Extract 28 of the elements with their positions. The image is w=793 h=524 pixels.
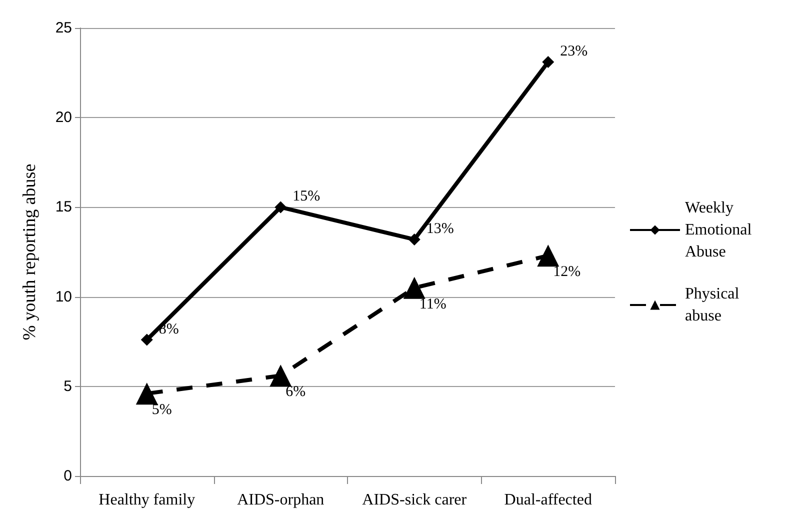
legend-label: Physical abuse [685, 286, 744, 324]
data-label: 11% [419, 296, 446, 312]
y-axis-title: % youth reporting abuse [19, 164, 39, 340]
legend-label: Weekly Emotional Abuse [685, 200, 756, 260]
y-tick-label: 10 [55, 288, 72, 306]
data-label: 13% [426, 220, 454, 237]
data-label: 15% [292, 188, 320, 205]
point [408, 233, 420, 246]
x-tick-label: AIDS-sick carer [362, 492, 468, 508]
data-label: 5% [152, 402, 172, 418]
x-tick-label: Dual-affected [504, 492, 592, 508]
y-tick-label: 15 [55, 198, 72, 216]
y-tick-label: 5 [64, 378, 72, 395]
x-tick-label: Healthy family [98, 492, 196, 508]
data-label: 23% [560, 44, 588, 60]
point [136, 382, 158, 405]
y-tick-label: 25 [55, 20, 72, 36]
y-tick-label: 20 [55, 109, 72, 126]
data-label: 12% [553, 264, 581, 280]
point [270, 364, 292, 387]
y-tick-label: 0 [64, 468, 72, 484]
point [403, 276, 426, 299]
data-label: 6% [286, 384, 306, 400]
point [140, 334, 153, 346]
point [542, 56, 554, 68]
point [537, 244, 560, 267]
x-tick-label: AIDS-orphan [237, 492, 324, 508]
point [274, 201, 287, 214]
